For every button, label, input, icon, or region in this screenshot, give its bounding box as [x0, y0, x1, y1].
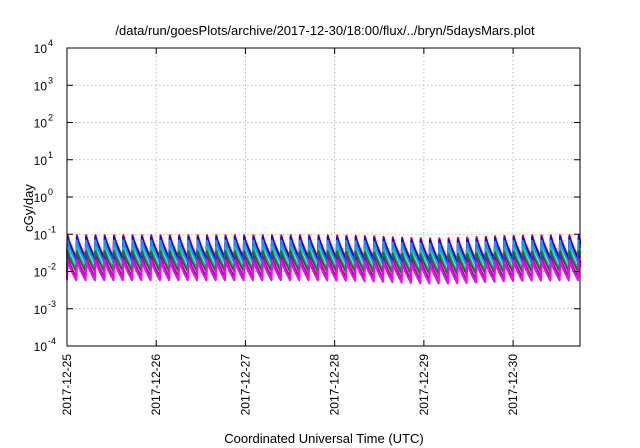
x-tick-label: 2017-12-28	[328, 354, 342, 416]
y-tick-exponent: 4	[48, 38, 53, 48]
y-tick-exponent: 2	[48, 113, 53, 123]
y-tick-exponent: 0	[48, 187, 53, 197]
series-line-5	[66, 250, 581, 276]
x-axis-ticks: 2017-12-25 2017-12-26 2017-12-27 2017-12-28…	[60, 48, 520, 415]
x-tick-label: 2017-12-29	[417, 354, 431, 416]
x-tick-label: 2017-12-25	[60, 354, 74, 416]
y-tick-exponent: -4	[48, 336, 56, 346]
y-tick-exponent: -3	[48, 299, 56, 309]
x-tick-label: 2017-12-27	[238, 354, 252, 416]
series-line-7	[66, 259, 581, 285]
series-line-3	[66, 239, 581, 268]
y-tick-label: 10	[34, 191, 48, 205]
y-tick-label: 10	[34, 79, 48, 93]
series-group	[66, 234, 581, 285]
x-axis-label: Coordinated Universal Time (UTC)	[224, 431, 423, 446]
y-tick-label: 10	[34, 340, 48, 354]
y-tick-label: 10	[34, 303, 48, 317]
y-tick-exponent: -1	[48, 224, 56, 234]
y-tick-label: 10	[34, 228, 48, 242]
y-tick-label: 10	[34, 154, 48, 168]
y-tick-exponent: 1	[48, 150, 53, 160]
series-line-2	[66, 235, 581, 264]
x-tick-label: 2017-12-26	[149, 354, 163, 416]
y-tick-exponent: 3	[48, 75, 53, 85]
y-axis-label: cGy/day	[21, 184, 36, 232]
y-tick-label: 10	[34, 266, 48, 280]
series-line-6	[66, 255, 581, 281]
y-tick-label: 10	[34, 117, 48, 131]
grid	[67, 48, 580, 346]
chart-title: /data/run/goesPlots/archive/2017-12-30/1…	[115, 23, 535, 38]
y-tick-label: 10	[34, 42, 48, 56]
y-tick-exponent: -2	[48, 262, 56, 272]
x-tick-label: 2017-12-30	[506, 354, 520, 416]
